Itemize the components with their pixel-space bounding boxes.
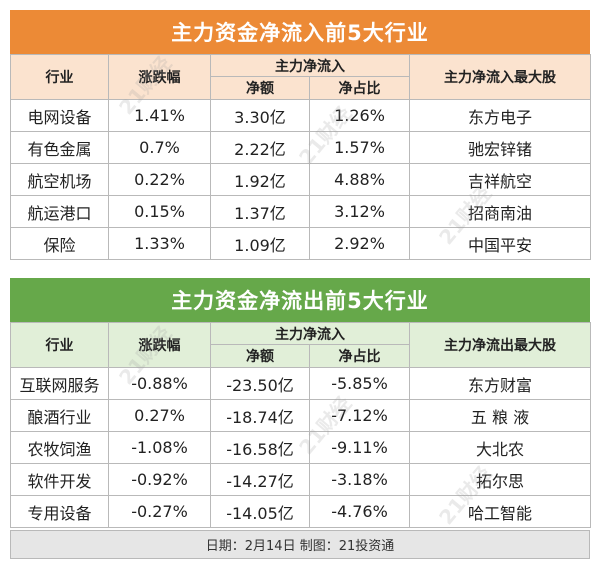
table-row: 专用设备 -0.27% -14.05亿 -4.76% 哈工智能 [10,495,591,528]
table-row: 航运港口 0.15% 1.37亿 3.12% 招商南油 [10,195,591,228]
cell-industry: 电网设备 [10,99,109,132]
cell-industry: 互联网服务 [10,367,109,400]
cell-change: 1.41% [108,99,211,132]
table-row: 有色金属 0.7% 2.22亿 1.57% 驰宏锌锗 [10,131,591,164]
cell-net-amount: -14.27亿 [210,463,310,496]
report-frame: 主力资金净流入前5大行业 行业 涨跌幅 主力净流入 主力净流入最大股 净额 净占… [10,10,591,559]
outflow-title: 主力资金净流出前5大行业 [10,278,590,322]
outflow-rows: 互联网服务 -0.88% -23.50亿 -5.85% 东方财富 酿酒行业 0.27% -18… [10,367,591,528]
footer-credit: 日期：2月14日 制图：21投资通 [10,530,590,559]
header-net-amount: 净额 [210,344,310,368]
cell-net-amount: -23.50亿 [210,367,310,400]
cell-change: -0.92% [108,463,211,496]
cell-net-amount: -14.05亿 [210,495,310,528]
cell-net-amount: 1.37亿 [210,195,310,228]
header-change: 涨跌幅 [108,54,211,100]
table-row: 航空机场 0.22% 1.92亿 4.88% 吉祥航空 [10,163,591,196]
cell-change: 1.33% [108,227,211,260]
header-net-ratio: 净占比 [309,76,410,100]
cell-change: 0.22% [108,163,211,196]
table-row: 农牧饲渔 -1.08% -16.58亿 -9.11% 大北农 [10,431,591,464]
header-industry: 行业 [10,54,109,100]
inflow-table: 行业 涨跌幅 主力净流入 主力净流入最大股 净额 净占比 电网设备 1.41% 3.… [10,54,591,260]
cell-net-ratio: -3.18% [309,463,410,496]
outflow-table: 行业 涨跌幅 主力净流入 主力净流出最大股 净额 净占比 互联网服务 -0.88%… [10,322,591,528]
cell-industry: 有色金属 [10,131,109,164]
cell-change: 0.7% [108,131,211,164]
cell-net-ratio: -9.11% [309,431,410,464]
cell-top-stock: 五 粮 液 [409,399,591,432]
cell-top-stock: 东方电子 [409,99,591,132]
cell-top-stock: 中国平安 [409,227,591,260]
header-main-flow: 主力净流入 [210,54,410,77]
cell-net-amount: 3.30亿 [210,99,310,132]
cell-top-stock: 招商南油 [409,195,591,228]
cell-net-ratio: 2.92% [309,227,410,260]
cell-change: 0.27% [108,399,211,432]
header-industry: 行业 [10,322,109,368]
cell-top-stock: 东方财富 [409,367,591,400]
cell-net-amount: 1.92亿 [210,163,310,196]
cell-net-ratio: -4.76% [309,495,410,528]
cell-industry: 软件开发 [10,463,109,496]
header-main-flow: 主力净流入 [210,322,410,345]
table-row: 电网设备 1.41% 3.30亿 1.26% 东方电子 [10,99,591,132]
cell-net-ratio: 3.12% [309,195,410,228]
table-row: 酿酒行业 0.27% -18.74亿 -7.12% 五 粮 液 [10,399,591,432]
cell-net-amount: -16.58亿 [210,431,310,464]
cell-top-stock: 驰宏锌锗 [409,131,591,164]
cell-net-amount: -18.74亿 [210,399,310,432]
cell-industry: 农牧饲渔 [10,431,109,464]
cell-top-stock: 拓尔思 [409,463,591,496]
cell-change: -0.27% [108,495,211,528]
cell-top-stock: 哈工智能 [409,495,591,528]
inflow-rows: 电网设备 1.41% 3.30亿 1.26% 东方电子 有色金属 0.7% 2.22亿 1.57… [10,99,591,260]
header-top-stock: 主力净流入最大股 [409,54,591,100]
cell-net-amount: 2.22亿 [210,131,310,164]
cell-industry: 酿酒行业 [10,399,109,432]
header-net-ratio: 净占比 [309,344,410,368]
cell-top-stock: 大北农 [409,431,591,464]
cell-top-stock: 吉祥航空 [409,163,591,196]
cell-net-ratio: 1.57% [309,131,410,164]
cell-net-ratio: 1.26% [309,99,410,132]
inflow-title: 主力资金净流入前5大行业 [10,10,590,54]
header-top-stock: 主力净流出最大股 [409,322,591,368]
cell-industry: 航运港口 [10,195,109,228]
cell-industry: 航空机场 [10,163,109,196]
cell-industry: 专用设备 [10,495,109,528]
table-row: 互联网服务 -0.88% -23.50亿 -5.85% 东方财富 [10,367,591,400]
cell-net-ratio: -7.12% [309,399,410,432]
cell-change: -1.08% [108,431,211,464]
cell-net-amount: 1.09亿 [210,227,310,260]
cell-change: -0.88% [108,367,211,400]
cell-net-ratio: -5.85% [309,367,410,400]
cell-industry: 保险 [10,227,109,260]
cell-change: 0.15% [108,195,211,228]
table-row: 保险 1.33% 1.09亿 2.92% 中国平安 [10,227,591,260]
table-row: 软件开发 -0.92% -14.27亿 -3.18% 拓尔思 [10,463,591,496]
header-change: 涨跌幅 [108,322,211,368]
header-net-amount: 净额 [210,76,310,100]
cell-net-ratio: 4.88% [309,163,410,196]
